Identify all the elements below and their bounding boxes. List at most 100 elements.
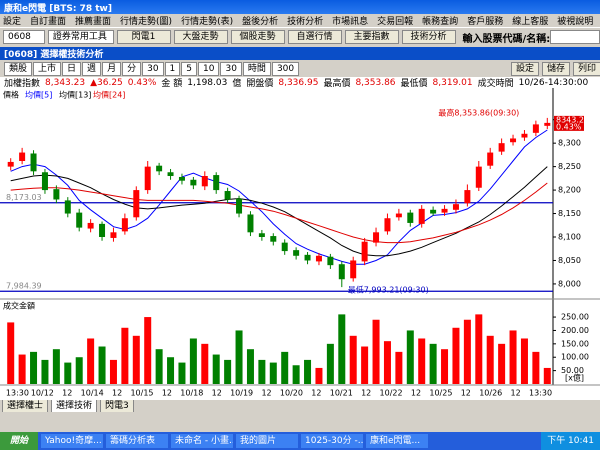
menu-item[interactable]: 推薦畫面: [75, 17, 112, 27]
control[interactable]: 類股: [4, 62, 33, 76]
candle-body: [510, 138, 517, 143]
menu-item[interactable]: 線上客服: [512, 17, 549, 27]
menu-item[interactable]: 行情走勢(表): [181, 17, 234, 27]
volume-tick-label: 250.00: [561, 313, 589, 322]
y-tick-label: 8,200: [558, 186, 581, 195]
task-item[interactable]: 未命名 - 小畫...: [171, 434, 234, 448]
toolbar-button[interactable]: 個股走勢: [230, 30, 285, 44]
task-item[interactable]: 籌碼分析表: [106, 434, 169, 448]
control[interactable]: 30: [220, 62, 242, 76]
y-tick-label: 8,250: [558, 162, 581, 171]
x-tick-label: 10/25: [429, 389, 452, 398]
quote-field: 成交時間: [477, 79, 514, 88]
menu-item[interactable]: 客戶服務: [467, 17, 504, 27]
control[interactable]: 10: [198, 62, 220, 76]
volume-bar: [292, 365, 300, 384]
volume-bar: [349, 335, 357, 384]
task-item[interactable]: 我的圖片: [236, 434, 299, 448]
control[interactable]: 週: [82, 62, 102, 76]
control[interactable]: 5: [181, 62, 198, 76]
control[interactable]: 300: [271, 62, 300, 76]
volume-bar: [532, 351, 540, 384]
menu-item[interactable]: 設定: [3, 17, 22, 27]
candle-body: [99, 223, 106, 238]
toolbar-button[interactable]: 自選行情: [287, 30, 342, 44]
quote-field: 加權指數: [4, 79, 41, 88]
chart-controls: 類股 上市日週月分 30 1 5 10 30 時間 300 設定 儲存 列印: [0, 62, 600, 76]
volume-bar: [338, 314, 346, 384]
volume-bar: [281, 351, 289, 384]
moving-average: [10, 129, 548, 265]
volume-bar: [441, 349, 449, 384]
last-pct-label: 0.43%: [556, 122, 582, 131]
volume-tick-label: 200.00: [561, 326, 589, 335]
toolbar-button[interactable]: 主要指數: [344, 30, 399, 44]
quote-field: 0.43%: [127, 77, 157, 88]
search-box[interactable]: [550, 30, 600, 44]
clock: 下午 10:41: [541, 432, 600, 450]
x-tick-label: 10/26: [479, 389, 502, 398]
quote-field: 10/26-14:30:00: [518, 77, 589, 88]
volume-bar: [269, 362, 277, 384]
code-box[interactable]: 0608: [3, 30, 45, 44]
candle-body: [315, 255, 322, 262]
control[interactable]: 分: [122, 62, 142, 76]
volume-bar: [406, 330, 414, 384]
control[interactable]: 30: [142, 62, 164, 76]
menu-item[interactable]: 盤後分析: [242, 17, 279, 27]
last-price-label: 8343.23: [556, 115, 589, 124]
candle-body: [64, 200, 71, 214]
task-item[interactable]: 康和e閃電...: [366, 434, 429, 448]
toolbar-button[interactable]: 大盤走勢: [173, 30, 228, 44]
action-button[interactable]: 設定: [510, 62, 539, 76]
quote-field: 8,319.01: [432, 77, 473, 88]
toolbar-button[interactable]: 技術分析: [401, 30, 456, 44]
menu-item[interactable]: 帳務查詢: [422, 17, 459, 27]
menu-item[interactable]: 技術分析: [287, 17, 324, 27]
volume-bar: [98, 346, 106, 384]
volume-bar: [383, 341, 391, 384]
action-button[interactable]: 儲存: [541, 62, 570, 76]
x-tick-label: 12: [311, 389, 321, 398]
menu-item[interactable]: 交易回報: [377, 17, 414, 27]
volume-tick-label: 150.00: [561, 339, 589, 348]
toolbar-button[interactable]: 閃電1: [116, 30, 171, 44]
menu-item[interactable]: 行情走勢(圖): [120, 17, 173, 27]
task-item[interactable]: Yahoo!奇摩...: [41, 434, 104, 448]
volume-bar: [64, 362, 72, 384]
control[interactable]: 時間: [242, 62, 271, 76]
volume-bar: [155, 349, 163, 384]
volume-bar: [109, 359, 117, 384]
control[interactable]: 1: [164, 62, 181, 76]
quote-field: 開盤價: [246, 79, 274, 88]
control[interactable]: 月: [102, 62, 122, 76]
menu-item[interactable]: 市場訊息: [332, 17, 369, 27]
menu-item[interactable]: 自訂畫面: [30, 17, 67, 27]
tab[interactable]: 閃電3: [100, 400, 134, 412]
task-item[interactable]: 1025-30分 -...: [301, 434, 364, 448]
control[interactable]: 日: [62, 62, 82, 76]
x-tick-label: 12: [112, 389, 122, 398]
tab[interactable]: 選擇權士: [2, 400, 49, 412]
volume-bar: [121, 327, 129, 384]
volume-bar: [258, 359, 266, 384]
volume-bar: [304, 359, 312, 384]
volume-bar: [18, 354, 26, 384]
candle-body: [213, 175, 220, 191]
menu-item[interactable]: 被視說明: [557, 17, 594, 27]
volume-bar: [201, 343, 209, 384]
volume-bar: [520, 338, 528, 384]
search-label: 輸入股票代碼/名稱:: [462, 33, 551, 45]
tools-select[interactable]: 證券常用工具: [47, 30, 114, 44]
tab[interactable]: 選擇技術: [51, 400, 98, 412]
x-tick-label: 10/22: [380, 389, 403, 398]
volume-bar: [30, 351, 38, 384]
volume-bar: [498, 343, 506, 384]
action-button[interactable]: 列印: [572, 62, 600, 76]
start-button[interactable]: 開始: [0, 432, 39, 450]
control[interactable]: 上市: [33, 62, 62, 76]
volume-bar: [167, 357, 175, 384]
volume-bar: [235, 330, 243, 384]
candle-body: [258, 233, 265, 238]
